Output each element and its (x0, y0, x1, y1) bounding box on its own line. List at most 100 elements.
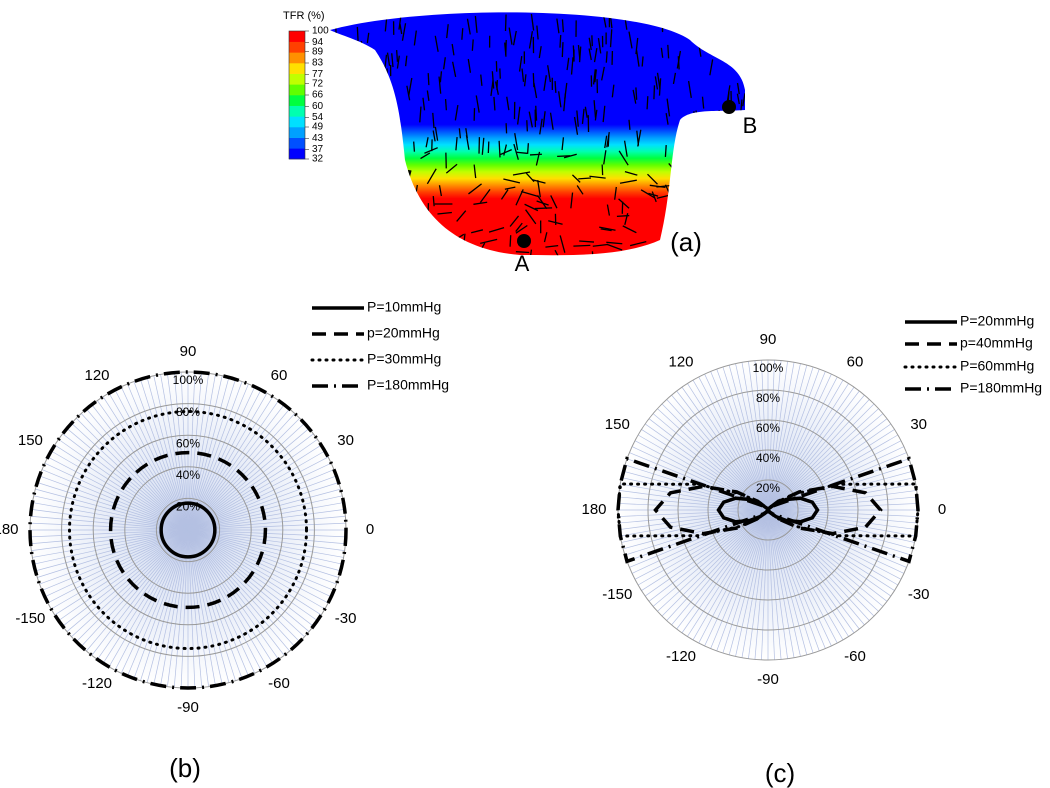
fiber (413, 30, 417, 46)
spoke (767, 418, 888, 511)
fiber (607, 134, 610, 147)
spoke (735, 509, 769, 657)
fiber (471, 39, 474, 51)
fiber (397, 251, 406, 256)
series-circle (108, 450, 268, 610)
fiber (336, 94, 340, 109)
fiber (444, 98, 448, 111)
spoke (767, 509, 916, 537)
fiber (730, 232, 743, 237)
fiber (740, 138, 743, 151)
fiber (661, 17, 665, 31)
fiber (676, 50, 682, 69)
theta-tick-label: -150 (602, 586, 632, 603)
spoke (661, 509, 769, 617)
fiber (716, 167, 722, 186)
fiber (664, 144, 667, 158)
fiber (395, 50, 399, 62)
theta-tick-label: 90 (180, 343, 197, 360)
fiber (556, 18, 560, 34)
spoke (767, 509, 870, 621)
fiber (376, 209, 389, 212)
fiber (606, 204, 611, 216)
fiber (330, 89, 332, 103)
fiber (736, 82, 740, 95)
fiber (394, 202, 410, 208)
fiber (413, 141, 416, 152)
fiber (498, 140, 501, 158)
fiber (334, 72, 338, 86)
fiber (717, 27, 722, 44)
fiber (456, 210, 467, 222)
spoke (676, 390, 769, 511)
fiber (665, 113, 669, 125)
fiber (338, 49, 342, 65)
fiber (702, 126, 705, 137)
spoke (671, 509, 769, 626)
theta-tick-label: 150 (18, 432, 43, 449)
fiber (550, 195, 558, 209)
fiber (438, 76, 442, 94)
fiber (451, 43, 455, 56)
colorbar-tick-label: 43 (312, 133, 324, 144)
fiber (379, 120, 383, 133)
fiber (334, 152, 350, 159)
fiber (676, 177, 685, 192)
spoke (767, 376, 838, 511)
fiber (609, 29, 613, 48)
spoke (767, 368, 820, 511)
fiber (475, 95, 480, 113)
fiber (592, 243, 608, 247)
spoke (618, 503, 769, 511)
fiber (352, 62, 356, 74)
fiber (640, 189, 655, 199)
series-circle (28, 370, 348, 690)
radial-grid-ring (677, 419, 859, 601)
fiber (532, 179, 546, 184)
spoke (767, 509, 832, 647)
fiber (734, 205, 738, 218)
spoke (648, 509, 769, 602)
spoke (767, 509, 912, 556)
radial-tick-label: 100% (753, 361, 784, 375)
fiber (637, 129, 642, 147)
colorbar-tick-label: 100 (312, 26, 329, 37)
fiber (727, 14, 731, 27)
fiber (601, 66, 605, 81)
fiber (714, 160, 719, 177)
fiber (404, 55, 408, 67)
fiber (737, 34, 740, 46)
fiber (606, 241, 623, 245)
fiber (396, 55, 400, 69)
fiber (524, 203, 539, 212)
fiber (361, 205, 370, 220)
fiber (378, 188, 395, 200)
spoke (767, 509, 884, 607)
theta-tick-label: 0 (938, 501, 946, 518)
spoke (767, 362, 795, 511)
spoke (661, 403, 769, 511)
fiber (488, 226, 505, 233)
spoke (767, 509, 915, 543)
colorbar-tick-label: 54 (312, 112, 324, 123)
spoke (618, 509, 769, 524)
radial-grid-ring (92, 434, 284, 626)
colorbar-tick-label: 66 (312, 90, 324, 101)
colorbar-tick-label: 37 (312, 144, 324, 155)
spoke (624, 509, 769, 556)
spoke (767, 503, 918, 511)
spoke (698, 376, 769, 511)
spoke (767, 366, 814, 511)
fiber (709, 182, 713, 195)
fiber (709, 59, 714, 76)
spoke (704, 373, 769, 511)
fiber (493, 96, 496, 111)
fiber (446, 24, 449, 39)
spoke (620, 509, 769, 537)
fiber (592, 69, 596, 85)
spoke (748, 361, 769, 511)
theta-tick-label: -120 (666, 648, 696, 665)
fiber (616, 214, 630, 218)
series-circle (68, 410, 308, 650)
spoke (704, 509, 769, 647)
